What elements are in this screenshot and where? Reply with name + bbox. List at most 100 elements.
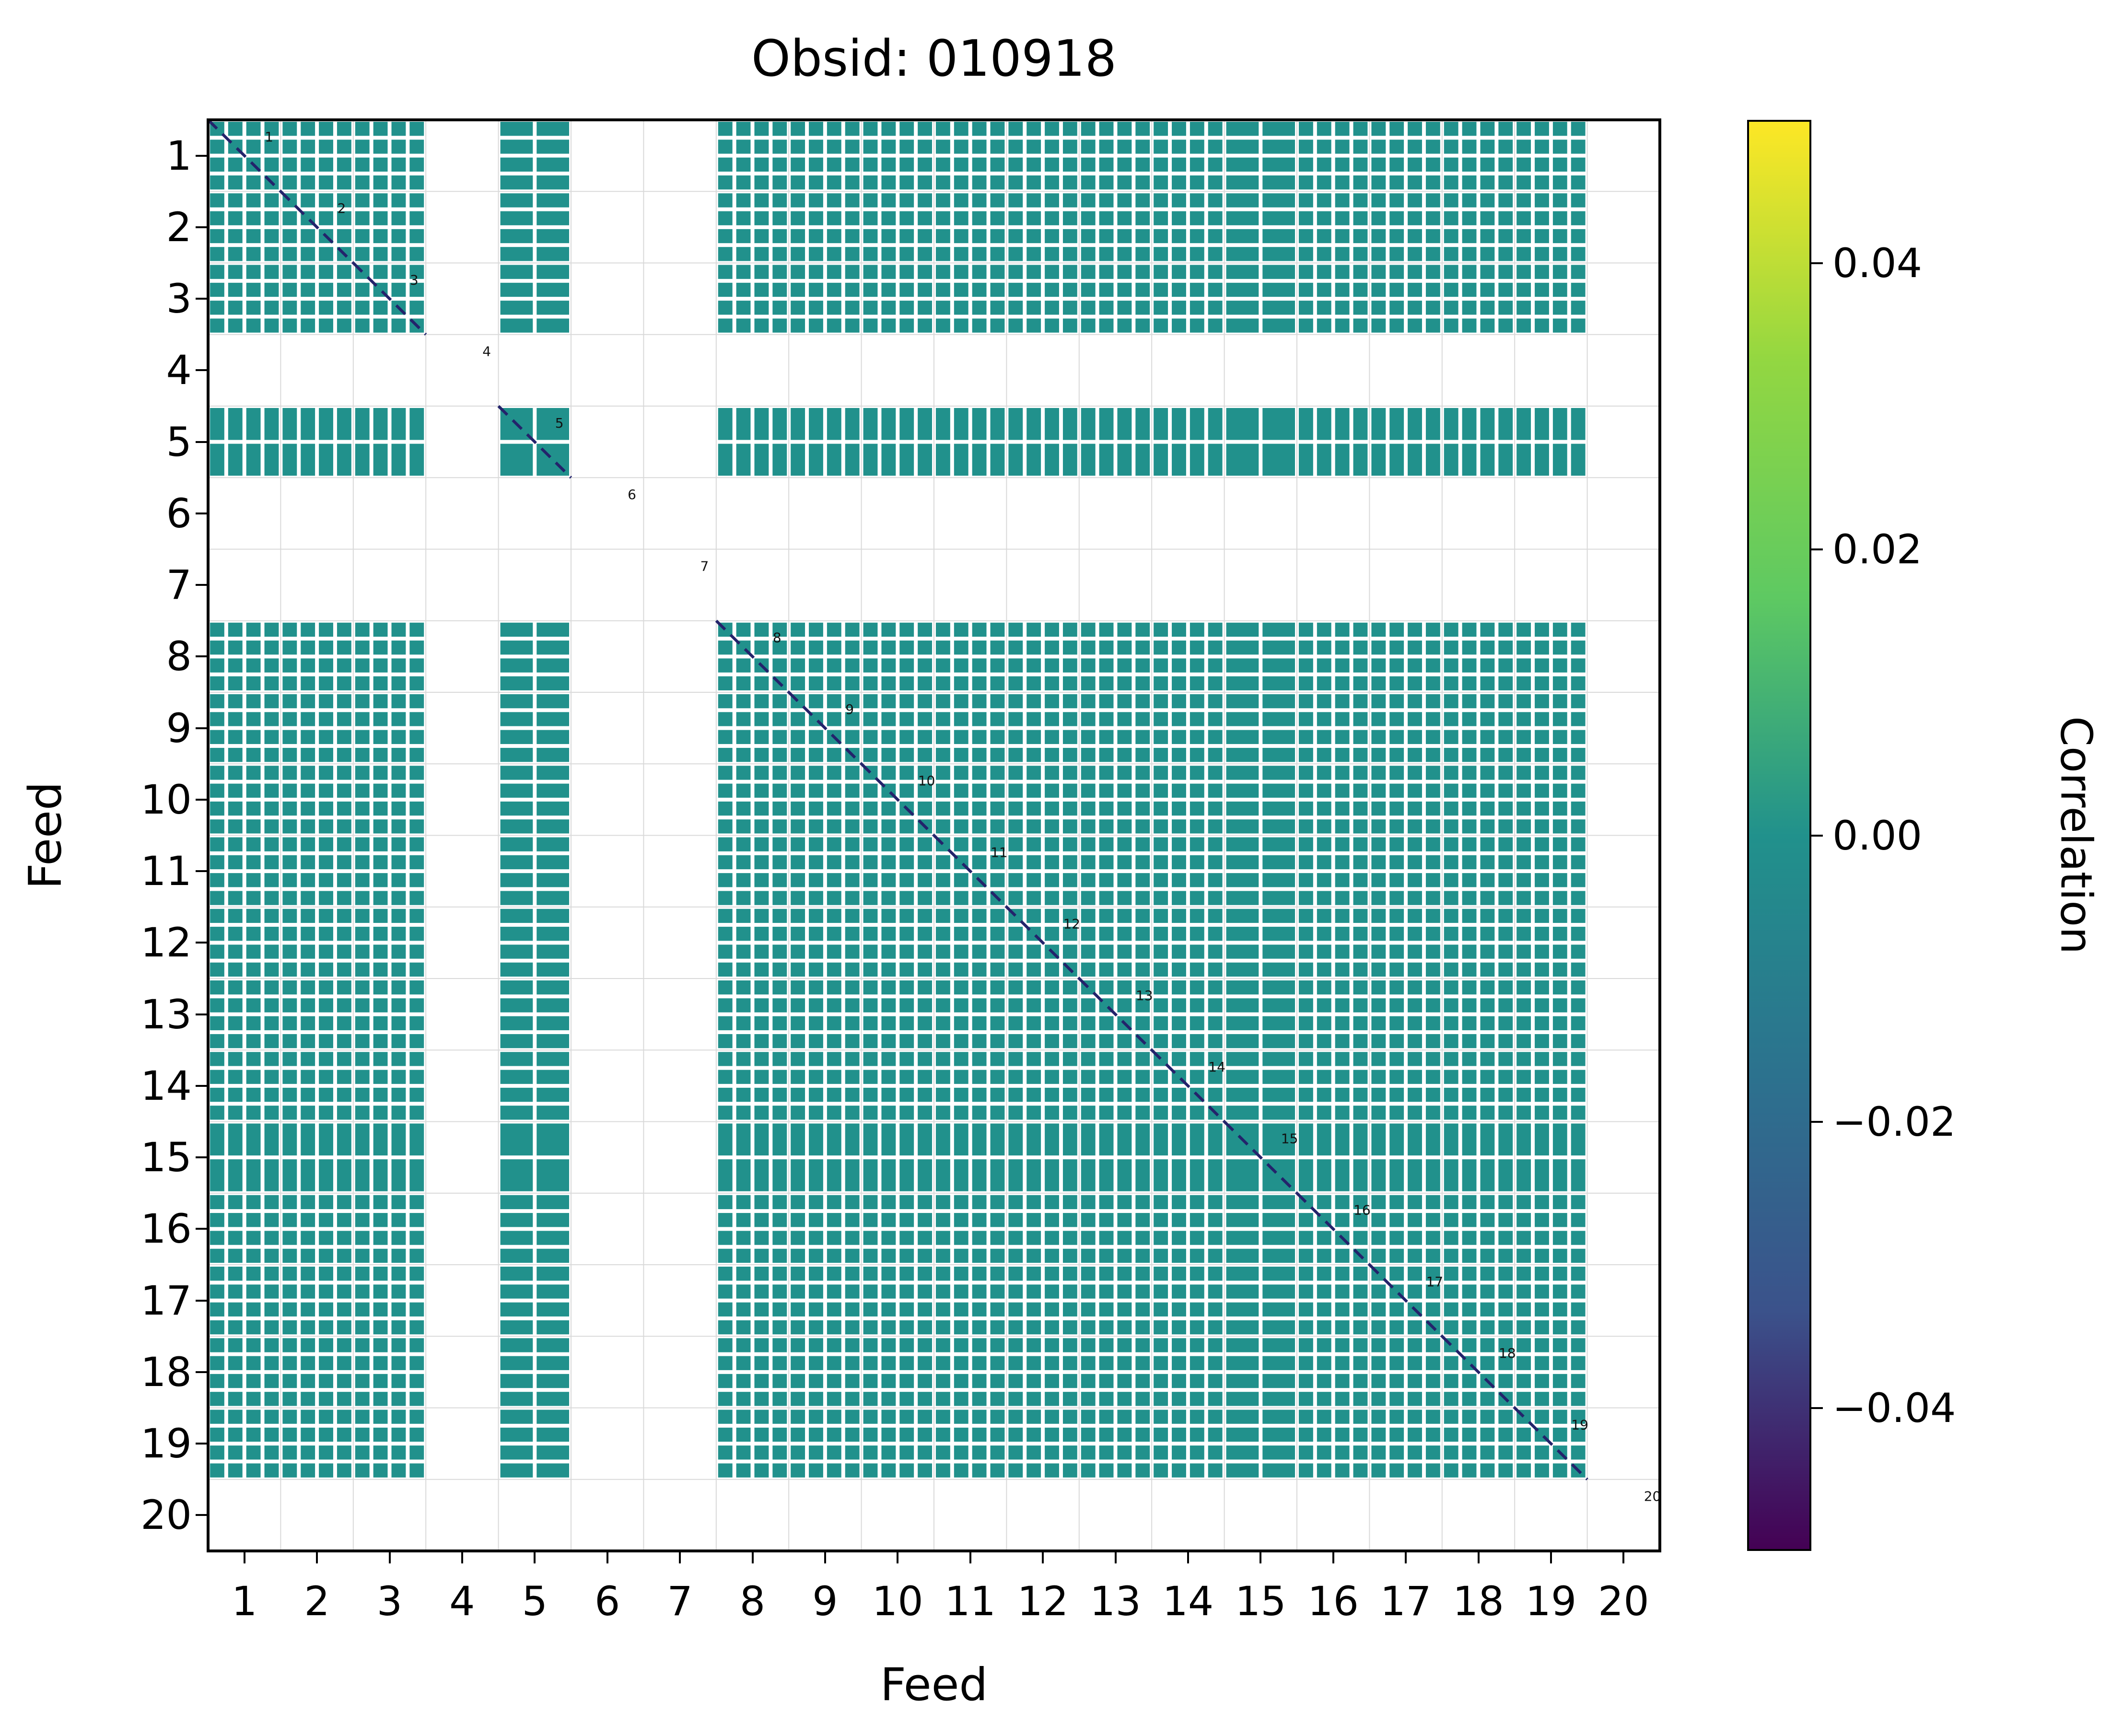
correlation-cell (1262, 1320, 1295, 1335)
correlation-cell (1026, 1427, 1041, 1442)
correlation-cell (1389, 1302, 1404, 1317)
correlation-cell (718, 730, 733, 744)
correlation-cell (264, 247, 279, 261)
correlation-cell (409, 819, 424, 834)
correlation-cell (736, 909, 751, 923)
correlation-cell (1317, 122, 1331, 136)
correlation-cell (1008, 1123, 1023, 1156)
correlation-cell (1045, 229, 1059, 244)
correlation-cell (1099, 1195, 1114, 1210)
correlation-cell (210, 944, 224, 959)
correlation-cell (1571, 909, 1586, 923)
correlation-cell (954, 1356, 968, 1370)
correlation-cell (319, 927, 333, 941)
correlation-cell (1172, 1106, 1186, 1120)
correlation-cell (1335, 694, 1350, 709)
correlation-cell (409, 1427, 424, 1442)
correlation-cell (1026, 962, 1041, 977)
correlation-cell (1081, 855, 1096, 870)
correlation-cell (1117, 175, 1132, 190)
correlation-cell (1026, 891, 1041, 905)
correlation-cell (1208, 641, 1223, 655)
correlation-cell (337, 175, 351, 190)
correlation-cell (536, 122, 569, 136)
correlation-cell (1317, 1123, 1331, 1156)
correlation-cell (264, 891, 279, 905)
y-tick-mark (196, 1228, 207, 1230)
correlation-cell (936, 747, 950, 762)
correlation-cell (1008, 1445, 1023, 1460)
correlation-cell (210, 1267, 224, 1281)
correlation-cell (319, 1356, 333, 1370)
correlation-cell (210, 658, 224, 673)
correlation-cell (1571, 819, 1586, 834)
correlation-cell (936, 1016, 950, 1030)
correlation-cell (1190, 1106, 1204, 1120)
correlation-cell (754, 1231, 769, 1245)
correlation-cell (954, 801, 968, 816)
correlation-cell (1571, 247, 1586, 261)
correlation-cell (1535, 1248, 1549, 1263)
correlation-cell (264, 318, 279, 333)
correlation-cell (736, 443, 751, 476)
correlation-cell (1208, 1034, 1223, 1049)
correlation-cell (1172, 676, 1186, 690)
correlation-cell (791, 1087, 805, 1102)
correlation-cell (791, 318, 805, 333)
correlation-cell (373, 622, 388, 637)
correlation-cell (409, 175, 424, 190)
correlation-cell (409, 1338, 424, 1352)
correlation-cell (1045, 247, 1059, 261)
correlation-cell (791, 122, 805, 136)
correlation-cell (373, 318, 388, 333)
correlation-cell (1335, 855, 1350, 870)
correlation-cell (282, 1213, 297, 1227)
correlation-cell (536, 891, 569, 905)
correlation-cell (1099, 157, 1114, 172)
correlation-cell (918, 247, 932, 261)
correlation-cell (337, 998, 351, 1013)
correlation-cell (809, 1231, 823, 1245)
correlation-cell (1226, 122, 1259, 136)
correlation-cell (718, 1267, 733, 1281)
correlation-cell (1389, 927, 1404, 941)
correlation-cell (972, 658, 987, 673)
correlation-cell (1099, 873, 1114, 887)
correlation-cell (1516, 1302, 1531, 1317)
correlation-cell (337, 766, 351, 780)
correlation-cell (1190, 1320, 1204, 1335)
correlation-cell (301, 1123, 315, 1156)
correlation-cell (899, 1356, 914, 1370)
correlation-cell (373, 1070, 388, 1084)
correlation-cell (1335, 140, 1350, 154)
correlation-cell (373, 1267, 388, 1281)
correlation-cell (918, 658, 932, 673)
correlation-cell (1299, 301, 1313, 315)
correlation-cell (754, 175, 769, 190)
correlation-cell (718, 1374, 733, 1388)
correlation-cell (718, 873, 733, 887)
correlation-cell (1425, 676, 1440, 690)
correlation-cell (918, 443, 932, 476)
correlation-cell (409, 1052, 424, 1066)
correlation-cell (1117, 157, 1132, 172)
correlation-cell (500, 1320, 533, 1335)
correlation-cell (228, 658, 243, 673)
correlation-cell (373, 1356, 388, 1370)
correlation-cell (718, 676, 733, 690)
correlation-cell (391, 1267, 406, 1281)
correlation-cell (1408, 140, 1422, 154)
correlation-cell (863, 712, 878, 726)
correlation-cell (1425, 1410, 1440, 1424)
correlation-cell (1425, 1195, 1440, 1210)
correlation-cell (1552, 1195, 1567, 1210)
y-tick-mark (196, 1443, 207, 1445)
correlation-cell (1408, 944, 1422, 959)
correlation-cell (899, 282, 914, 297)
correlation-cell (1154, 873, 1168, 887)
correlation-cell (990, 247, 1005, 261)
correlation-cell (791, 927, 805, 941)
diagonal-feed-label: 8 (773, 630, 781, 646)
correlation-cell (845, 712, 860, 726)
correlation-cell (954, 175, 968, 190)
